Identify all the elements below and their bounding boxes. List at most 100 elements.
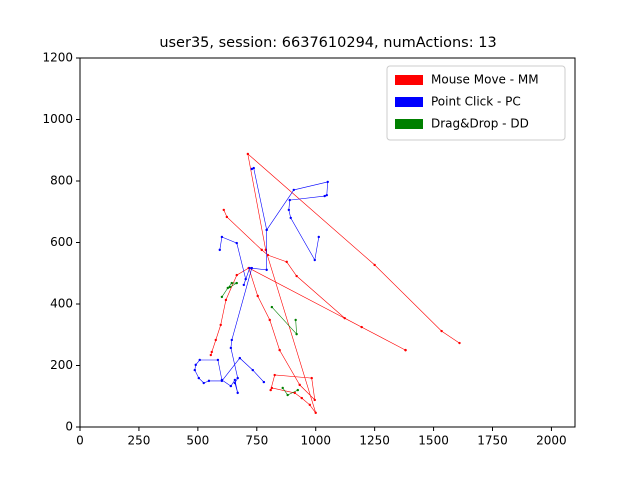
x-tick-label: 250	[127, 434, 150, 448]
trajectory-point	[326, 180, 329, 184]
trajectory-point	[440, 329, 443, 333]
trajectory-point	[218, 248, 221, 252]
trajectory-point	[246, 152, 250, 156]
trajectory-point	[193, 368, 196, 372]
trajectory-point	[313, 398, 316, 402]
trajectory-point	[235, 273, 238, 277]
trajectory-point	[281, 386, 284, 390]
trajectory-point	[194, 363, 197, 367]
trajectory-point	[289, 216, 292, 220]
trajectory-point	[262, 380, 266, 384]
y-tick-label: 800	[50, 174, 73, 188]
trajectory-point	[265, 268, 268, 272]
trajectory-point	[265, 228, 268, 232]
trajectory-point	[242, 283, 246, 287]
trajectory-point	[202, 381, 205, 385]
y-tick-label: 400	[50, 297, 73, 311]
trajectory-point	[270, 305, 274, 309]
trajectory-point	[252, 166, 255, 170]
y-tick-label: 1200	[42, 51, 73, 65]
legend-swatch	[395, 119, 423, 129]
trajectory-point	[308, 403, 312, 407]
trajectory-point	[268, 318, 271, 322]
trajectory-point	[317, 235, 320, 239]
trajectory-point	[287, 208, 291, 212]
trajectory-point	[235, 281, 238, 285]
trajectory-point	[294, 318, 297, 322]
trajectory-point	[197, 376, 200, 380]
trajectory-point	[310, 376, 313, 380]
trajectory-point	[285, 260, 288, 264]
x-tick-label: 1500	[418, 434, 449, 448]
trajectory-point	[210, 350, 213, 354]
legend-swatch	[395, 97, 423, 107]
trajectory-point	[207, 379, 211, 383]
trajectory-point	[219, 323, 222, 327]
trajectory-point	[296, 388, 299, 392]
chart-title: user35, session: 6637610294, numActions:…	[159, 35, 496, 51]
trajectory-point	[209, 353, 213, 357]
trajectory-point	[298, 383, 301, 387]
trajectory-point	[360, 325, 363, 329]
trajectory-point	[293, 391, 296, 395]
trajectory-point	[244, 277, 247, 281]
x-tick-label: 2000	[536, 434, 567, 448]
trajectory-point	[295, 332, 298, 336]
trajectory-point	[220, 295, 224, 299]
trajectory-point	[251, 368, 254, 372]
trajectory-point	[278, 348, 281, 352]
trajectory-point	[229, 384, 233, 388]
trajectory-point	[235, 241, 238, 245]
trajectory-point	[404, 348, 407, 352]
trajectory-point	[224, 298, 228, 302]
trajectory-point	[226, 286, 229, 290]
legend-swatch	[395, 75, 423, 85]
trajectory-point	[325, 193, 328, 197]
legend-label: Point Click - PC	[431, 95, 521, 109]
legend-label: Mouse Move - MM	[431, 73, 539, 87]
trajectory-point	[238, 356, 242, 360]
trajectory-point	[198, 358, 201, 362]
trajectory-point	[222, 208, 225, 212]
trajectory-point	[236, 376, 239, 380]
trajectory-point	[229, 346, 233, 350]
trajectory-point	[250, 167, 254, 171]
trajectory-point	[269, 388, 272, 392]
trajectory-point	[248, 266, 251, 270]
legend-label: Drag&Drop - DD	[431, 117, 529, 131]
y-tick-label: 200	[50, 358, 73, 372]
legend-box	[386, 65, 566, 141]
y-tick-label: 600	[50, 235, 73, 249]
x-tick-label: 500	[186, 434, 209, 448]
trajectory-point	[220, 379, 224, 383]
trajectory-point	[216, 358, 220, 362]
y-tick-label: 1000	[42, 112, 73, 126]
trajectory-point	[343, 316, 346, 320]
trajectory-point	[264, 248, 267, 252]
x-tick-label: 1000	[300, 434, 331, 448]
trajectory-point	[292, 188, 295, 192]
trajectory-point	[313, 258, 316, 262]
trajectory-point	[214, 338, 217, 342]
plot-frame	[79, 57, 576, 428]
trajectory-point	[250, 266, 254, 270]
y-tick-label: 0	[65, 420, 73, 434]
trajectory-point	[323, 194, 326, 198]
trajectory-point	[288, 198, 291, 202]
trajectory-point	[236, 391, 239, 395]
trajectory-point	[286, 393, 289, 397]
trajectory-point	[458, 341, 461, 345]
trajectory-point	[230, 338, 233, 342]
trajectory-point	[270, 386, 274, 390]
x-tick-label: 0	[76, 434, 84, 448]
trajectory-point	[228, 285, 232, 289]
x-tick-label: 1750	[477, 434, 508, 448]
trajectory-point	[233, 378, 237, 382]
trajectory-point	[273, 373, 276, 377]
x-tick-label: 750	[245, 434, 268, 448]
trajectory-point	[230, 281, 233, 285]
trajectory-point	[220, 235, 224, 239]
trajectory-point	[300, 396, 304, 400]
trajectory-point	[373, 263, 376, 267]
